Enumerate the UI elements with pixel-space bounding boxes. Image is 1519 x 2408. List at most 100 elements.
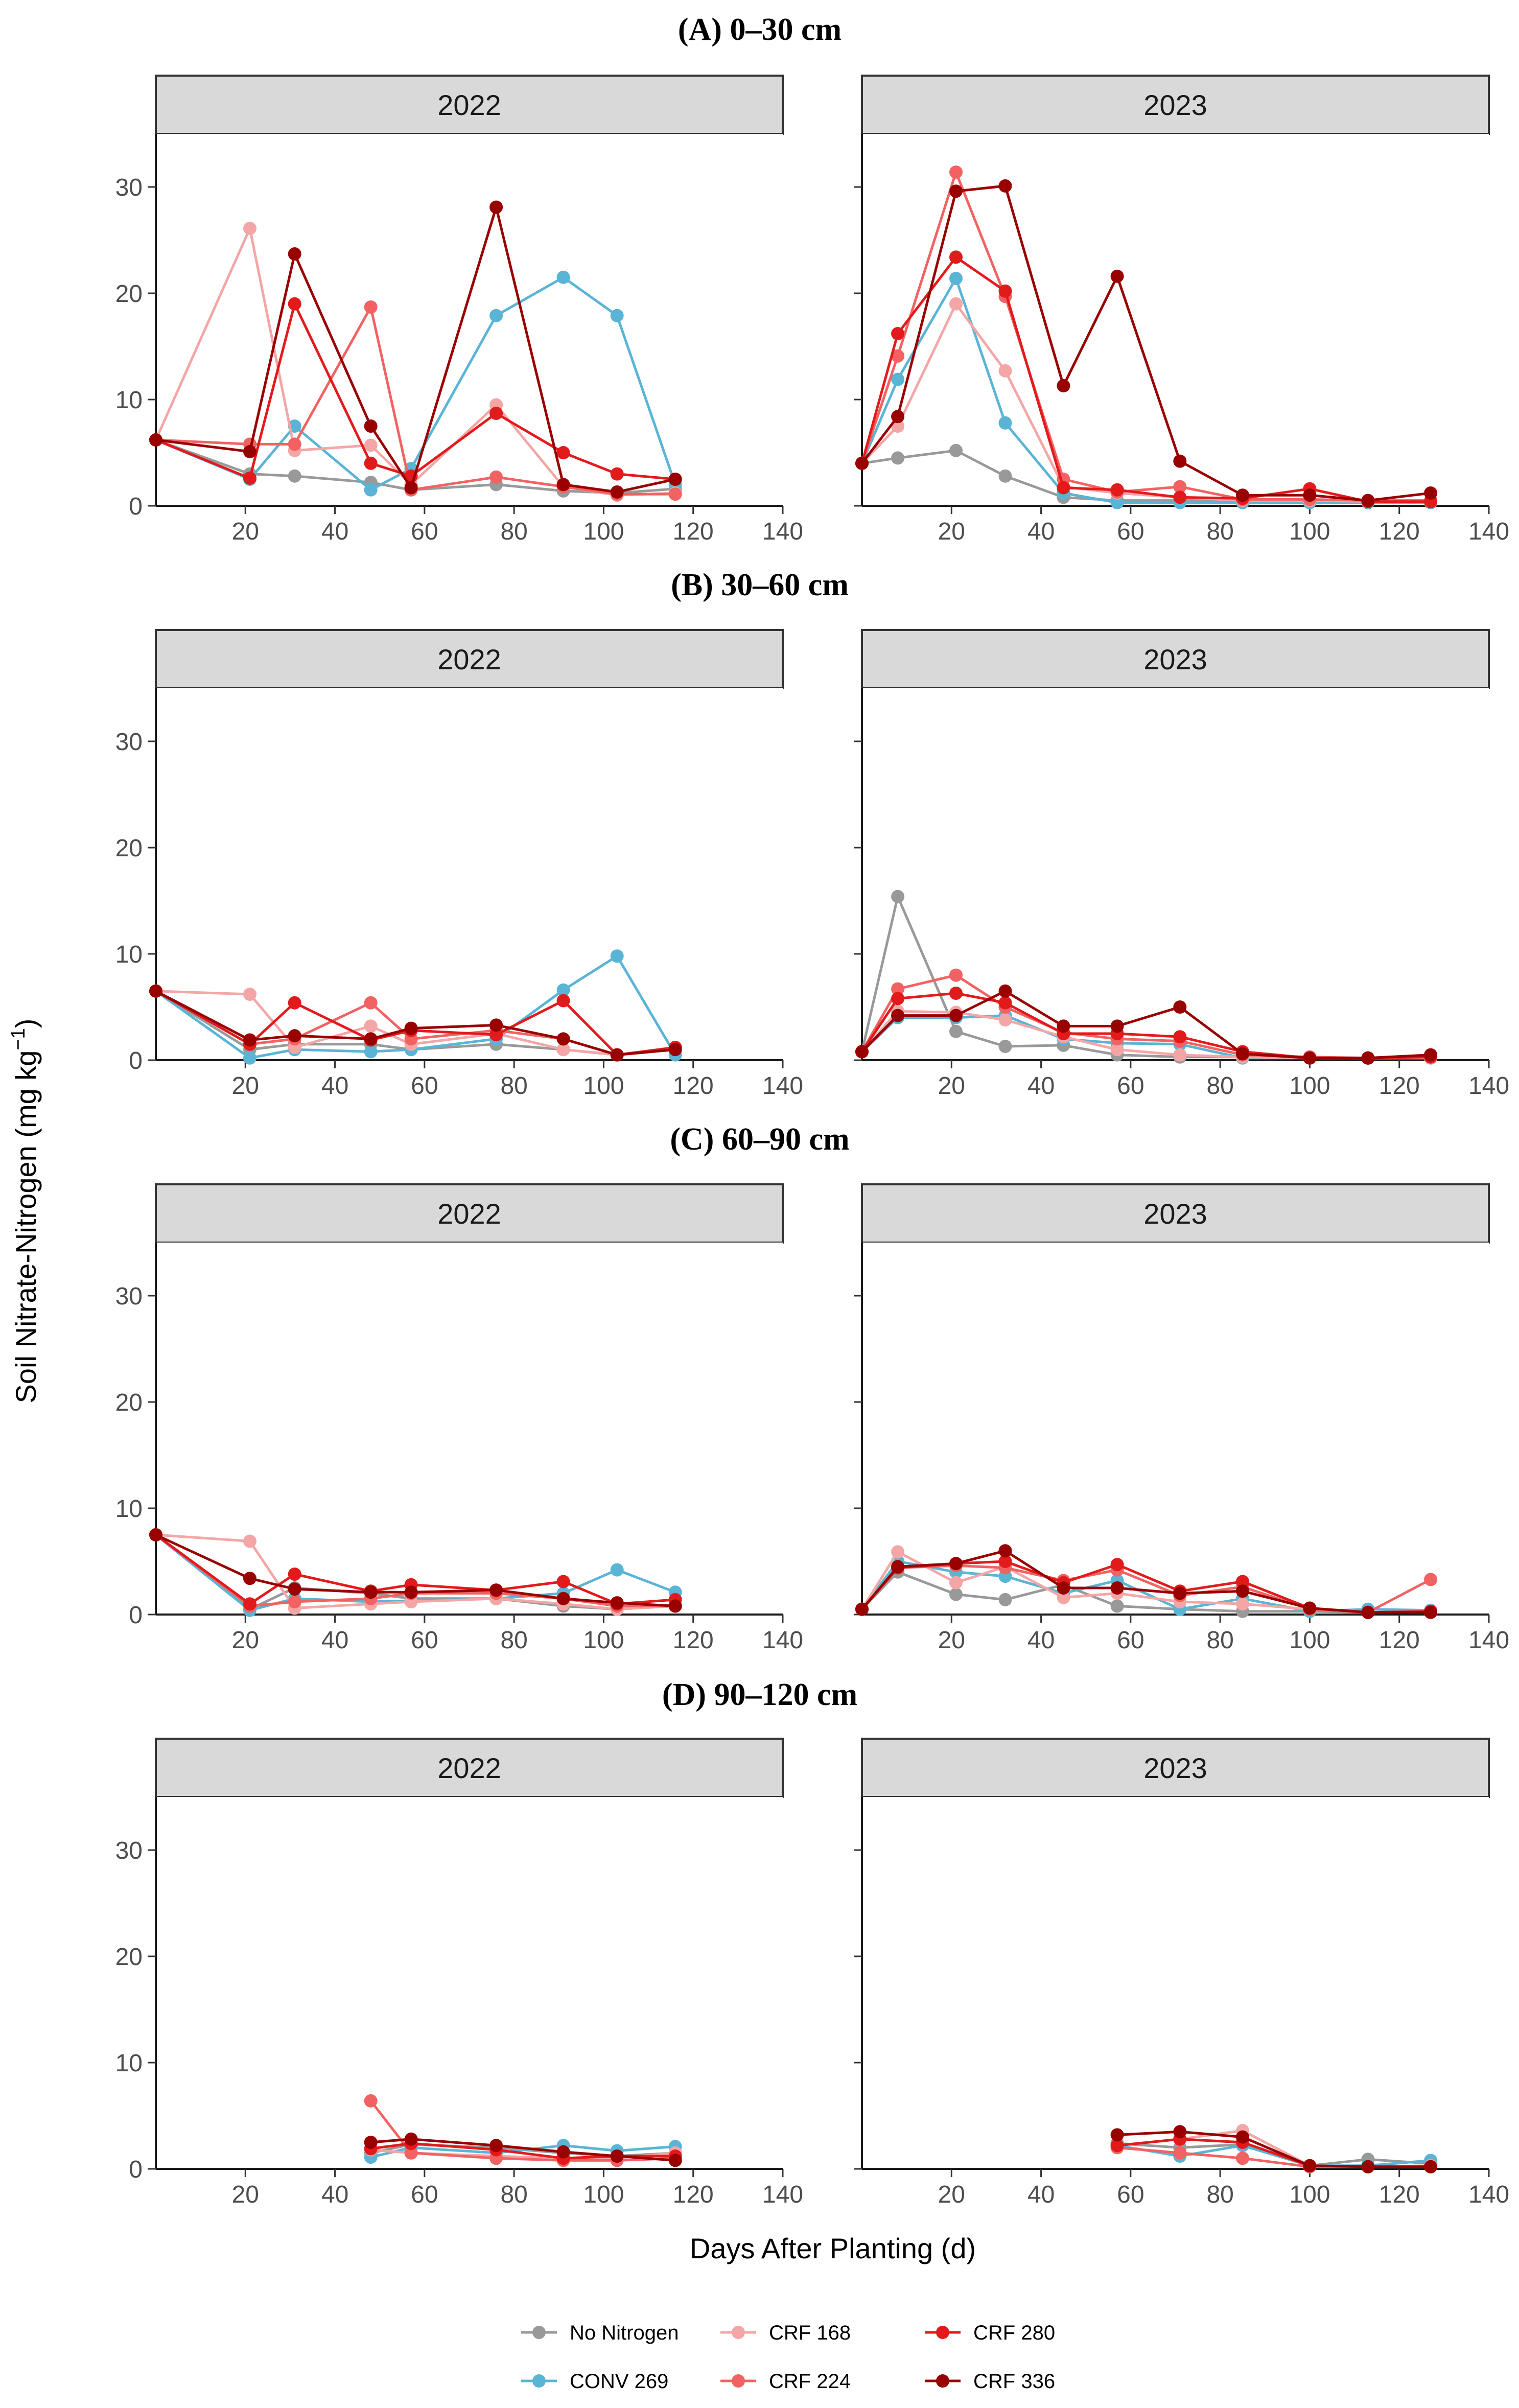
x-tick-label: 60: [411, 2181, 438, 2208]
legend-key-point: [532, 2326, 546, 2339]
y-axis-title-close: ): [10, 1019, 42, 1028]
data-point: [1236, 2130, 1249, 2144]
data-point: [1110, 1043, 1124, 1057]
legend-label: CRF 280: [973, 2322, 1055, 2344]
data-point: [610, 949, 624, 963]
x-tick-label: 140: [1468, 1072, 1509, 1100]
legend-key-point: [936, 2326, 949, 2339]
legend-label: CRF 168: [769, 2322, 851, 2344]
facet-strip-label: 2022: [437, 1752, 501, 1784]
data-point: [998, 984, 1012, 998]
series-crf-336: [1110, 2125, 1438, 2173]
x-tick-label: 60: [1117, 1072, 1144, 1100]
data-point: [668, 487, 682, 501]
data-point: [243, 1051, 256, 1065]
x-tick-label: 140: [762, 2181, 803, 2208]
data-point: [610, 467, 624, 481]
data-point: [1424, 1048, 1438, 1062]
x-tick-label: 80: [500, 1072, 527, 1100]
x-tick-label: 80: [1206, 1627, 1233, 1654]
data-point: [1173, 1030, 1187, 1044]
legend-key-point: [732, 2374, 745, 2388]
data-point: [1110, 269, 1124, 283]
x-tick-label: 40: [321, 2181, 348, 2208]
y-tick-label: 30: [115, 174, 143, 201]
data-point: [556, 1032, 570, 1046]
data-point: [364, 419, 378, 433]
x-tick-label: 20: [938, 1627, 965, 1654]
data-point: [364, 1032, 378, 1046]
x-tick-label: 100: [583, 518, 624, 545]
facet-strip-label: 2022: [437, 89, 501, 121]
data-point: [668, 2154, 682, 2167]
x-tick-label: 120: [673, 1072, 714, 1100]
facet-strip: [861, 1183, 1490, 1244]
y-tick-label: 10: [115, 941, 143, 968]
row-title-depth: 30–60 cm: [721, 568, 849, 602]
data-point: [949, 1587, 963, 1601]
x-tick-label: 100: [583, 2181, 624, 2208]
data-point: [489, 1028, 503, 1042]
row-title-letter: (C): [670, 1122, 714, 1157]
data-point: [489, 470, 503, 484]
x-tick-label: 120: [1379, 518, 1420, 545]
x-tick-label: 120: [1379, 1627, 1420, 1654]
data-point: [364, 1019, 378, 1033]
data-point: [998, 416, 1012, 430]
y-tick-label: 10: [115, 2050, 143, 2077]
data-point: [668, 473, 682, 486]
row-title-letter: (A): [678, 12, 722, 47]
y-axis-title-main: Soil Nitrate-Nitrogen (mg kg: [10, 1050, 42, 1404]
facet-strip-label: 2022: [437, 643, 501, 675]
data-point: [891, 410, 905, 424]
data-point: [1303, 1601, 1317, 1615]
x-tick-label: 120: [1379, 2181, 1420, 2208]
y-tick-label: 30: [115, 1837, 143, 1864]
data-point: [364, 483, 378, 497]
data-point: [288, 1029, 301, 1043]
data-point: [243, 1572, 256, 1585]
x-tick-label: 40: [321, 1627, 348, 1654]
data-point: [949, 1024, 963, 1038]
data-point: [1236, 1597, 1249, 1611]
x-tick-label: 60: [411, 518, 438, 545]
data-point: [949, 1557, 963, 1571]
x-tick-label: 80: [500, 2181, 527, 2208]
data-point: [404, 2146, 418, 2160]
x-tick-label: 40: [1027, 1627, 1055, 1654]
x-tick-label: 100: [1289, 2181, 1330, 2208]
y-tick-label: 20: [115, 1389, 143, 1416]
facet-strip: [155, 1183, 784, 1244]
series-crf-336: [149, 1528, 682, 1613]
row-title-space: [713, 568, 721, 602]
facet-strip: [861, 1738, 1490, 1798]
y-tick-label: 20: [115, 1944, 143, 1971]
x-tick-label: 140: [762, 518, 803, 545]
data-point: [489, 200, 503, 214]
legend-label: CRF 224: [769, 2370, 851, 2393]
data-point: [949, 1009, 963, 1022]
data-point: [891, 1545, 905, 1559]
data-point: [998, 1555, 1012, 1568]
data-point: [1057, 481, 1070, 495]
data-point: [364, 1045, 378, 1059]
y-tick-label: 0: [129, 493, 143, 520]
legend-label: No Nitrogen: [570, 2322, 679, 2344]
x-tick-label: 20: [232, 518, 259, 545]
plot-area: [862, 688, 1489, 1060]
data-point: [1173, 480, 1187, 494]
x-tick-label: 80: [1206, 1072, 1233, 1100]
x-tick-label: 80: [1206, 518, 1233, 545]
x-tick-label: 140: [1468, 2181, 1509, 2208]
row-title-space: [706, 1677, 714, 1712]
data-point: [243, 471, 256, 485]
x-tick-label: 100: [1289, 1072, 1330, 1100]
facet-2023: 2023 20 40 60 80 100 120 140: [854, 1183, 1509, 1654]
series-crf-336: [855, 1544, 1438, 1619]
data-point: [489, 309, 503, 322]
data-point: [1424, 1605, 1438, 1619]
data-point: [364, 300, 378, 314]
legend-key-point: [532, 2374, 546, 2388]
data-point: [489, 2139, 503, 2153]
